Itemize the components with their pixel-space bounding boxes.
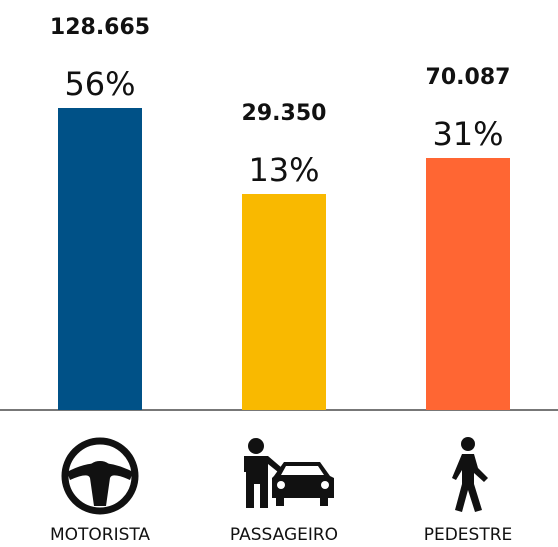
- count-label: 29.350: [242, 101, 327, 126]
- bar: [58, 108, 142, 410]
- count-label: 70.087: [426, 65, 511, 90]
- value-label: 31%: [432, 115, 503, 153]
- pedestrian-icon: [452, 437, 488, 512]
- value-label: 13%: [248, 151, 319, 189]
- value-label: 56%: [64, 65, 135, 103]
- category-label: MOTORISTA: [50, 525, 150, 545]
- bar: [426, 158, 510, 410]
- bar: [242, 194, 326, 410]
- category-label: PASSAGEIRO: [230, 525, 338, 545]
- steering-wheel-icon: [61, 437, 139, 515]
- category-label: PEDESTRE: [424, 525, 513, 545]
- passenger-icon: [244, 438, 334, 508]
- count-label: 128.665: [50, 15, 150, 40]
